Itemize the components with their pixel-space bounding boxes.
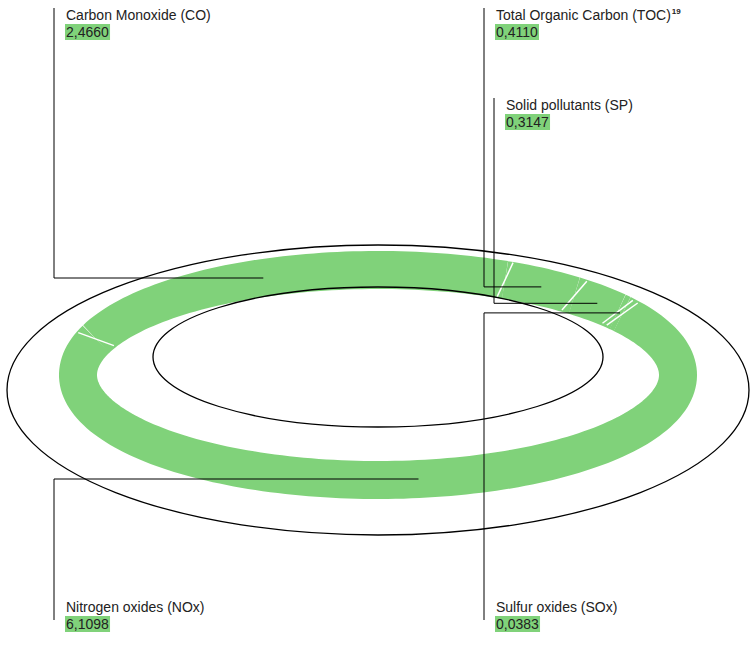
leader-line	[484, 313, 620, 620]
segment	[505, 280, 574, 296]
value-highlight	[495, 24, 539, 40]
segments	[78, 270, 678, 480]
value-label: 6,1098	[66, 616, 109, 632]
value-highlight	[495, 616, 540, 632]
torus-inner	[153, 287, 603, 427]
value-label: 0,4110	[496, 24, 538, 40]
leader-line	[494, 98, 597, 303]
leader-line	[54, 479, 419, 620]
leader-line	[484, 8, 541, 287]
segment-gap	[78, 333, 114, 346]
segment-gap	[602, 300, 632, 323]
category-label: Nitrogen oxides (NOx)	[66, 599, 205, 615]
value-highlight	[65, 24, 110, 40]
value-label: 0,0383	[496, 616, 539, 632]
segment	[78, 314, 678, 480]
category-label: Solid pollutants (SP)	[506, 97, 633, 113]
segment-gap	[497, 263, 513, 297]
category-label: Total Organic Carbon (TOC)	[496, 7, 671, 23]
value-label: 2,4660	[66, 24, 109, 40]
value-label: 0,3147	[506, 114, 549, 130]
chart: Carbon Monoxide (CO)2,4660 Total Organic …	[0, 0, 755, 647]
category-label: Sulfur oxides (SOx)	[496, 599, 617, 615]
labels: Carbon Monoxide (CO)2,4660 Total Organic …	[65, 7, 681, 632]
torus-outer	[7, 245, 749, 535]
leader-line	[54, 8, 263, 278]
footnote-mark: 19	[672, 7, 681, 16]
category-label: Carbon Monoxide (CO)	[66, 7, 211, 23]
segment-gap	[562, 281, 587, 310]
value-highlight	[65, 616, 110, 632]
value-highlight	[505, 114, 550, 130]
segment-gap	[607, 303, 638, 325]
segment	[96, 270, 505, 339]
